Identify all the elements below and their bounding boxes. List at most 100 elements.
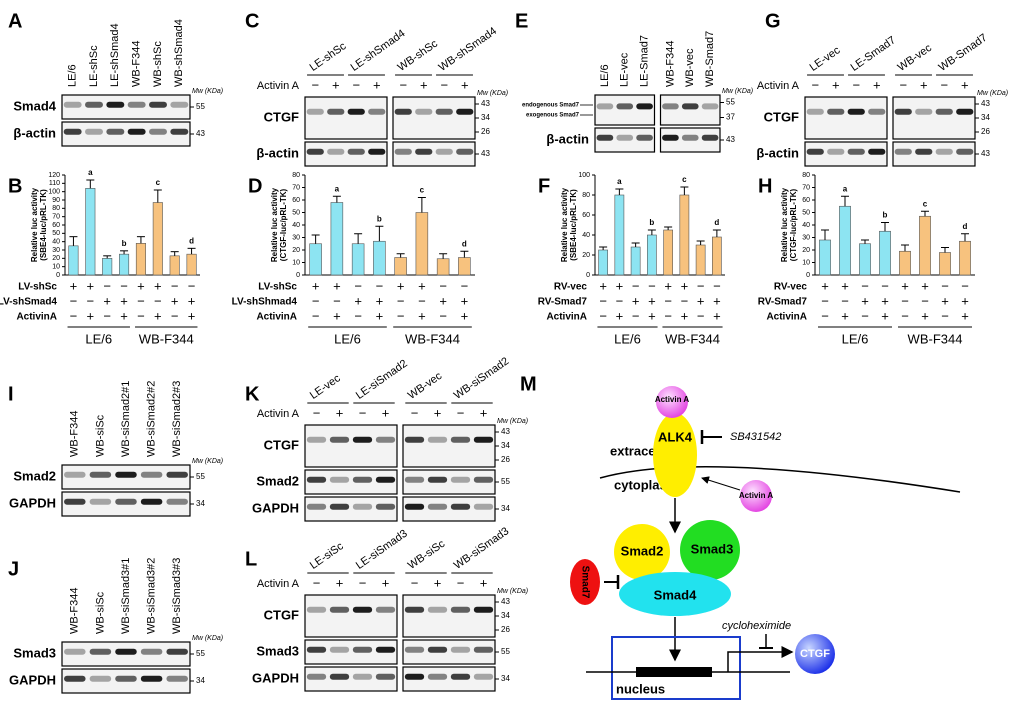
sign: − [861, 308, 869, 323]
sign: − [439, 308, 447, 323]
panel-letter: K [245, 383, 260, 405]
band [415, 148, 433, 155]
mw-value: 26 [501, 455, 510, 464]
y-tick-label: 40 [582, 232, 590, 239]
y-tick-label: 30 [292, 234, 300, 241]
sign: + [336, 405, 344, 420]
band [89, 648, 112, 655]
band [956, 108, 974, 115]
band [450, 503, 471, 510]
sign: − [352, 77, 360, 92]
band [868, 148, 886, 155]
band [306, 673, 327, 680]
blot [402, 594, 496, 638]
treatment-label: Activin A [257, 408, 300, 420]
label: Smad2 [621, 543, 664, 558]
sign: − [399, 77, 407, 92]
y-tick-label: 0 [296, 272, 300, 279]
sign: + [648, 293, 656, 308]
band [450, 476, 471, 483]
lane-label: WB-siSmad3#3 [171, 558, 183, 634]
sign: + [434, 575, 442, 590]
y-tick-label: 70 [292, 184, 300, 191]
lane-label: WB-siSmad2#1 [120, 381, 132, 457]
protein-label: Smad3 [256, 643, 299, 658]
sign: + [171, 293, 179, 308]
mw-value: 26 [481, 127, 490, 136]
bar [351, 243, 365, 276]
condition-label: LV-shShmad4 [232, 297, 298, 308]
sign: + [941, 293, 949, 308]
mw-value: 55 [726, 98, 735, 107]
band [329, 646, 350, 653]
sign: − [171, 308, 179, 323]
sign: − [359, 405, 367, 420]
sign: + [681, 308, 689, 323]
lane-label: WB-shSc [152, 41, 164, 87]
band [375, 646, 396, 653]
y-tick-label: 100 [578, 172, 590, 179]
group-label: LE/6 [842, 331, 869, 346]
band [115, 648, 137, 655]
sign: + [418, 278, 426, 293]
smad [619, 572, 731, 616]
mw-value: 34 [196, 499, 205, 508]
group-label: WB-Smad7 [937, 32, 990, 74]
sign: − [188, 278, 196, 293]
sign: − [713, 278, 721, 293]
blot [659, 94, 721, 126]
bar [135, 243, 146, 276]
band [306, 108, 324, 115]
group-label: LE/6 [334, 331, 361, 346]
sign: − [940, 77, 948, 92]
label: Smad4 [654, 587, 697, 602]
sign: − [881, 278, 889, 293]
sign: + [154, 278, 162, 293]
mw-value: 43 [501, 597, 510, 606]
band [127, 128, 146, 135]
band [64, 498, 86, 505]
sign: + [920, 77, 928, 92]
sign: + [188, 308, 196, 323]
band [106, 101, 125, 108]
sign: − [861, 278, 869, 293]
band-label: endogenous Smad7 [522, 103, 580, 109]
y-tick-label: 0 [586, 272, 590, 279]
sign: + [821, 278, 829, 293]
sign: − [461, 278, 469, 293]
bar [939, 252, 951, 276]
y-axis-label: Relative luc activity [30, 187, 39, 262]
blot [61, 121, 191, 147]
sign: + [713, 293, 721, 308]
sign: − [457, 405, 465, 420]
group-label: WB-siSmad3 [452, 525, 511, 572]
y-axis-label: Relative luc activity [270, 187, 279, 262]
bar [186, 253, 197, 276]
protein-label: CTGF [264, 607, 299, 622]
sign: − [599, 293, 607, 308]
group-label: LE-siSmad2 [354, 358, 410, 402]
sign: + [461, 77, 469, 92]
band [115, 675, 137, 682]
band [375, 606, 396, 613]
sign: + [87, 278, 95, 293]
sign: + [120, 293, 128, 308]
bar [373, 240, 386, 276]
band [404, 646, 425, 653]
bar [309, 243, 322, 276]
sign: − [70, 308, 78, 323]
band [427, 476, 448, 483]
sign: + [312, 278, 320, 293]
blot [804, 96, 888, 140]
band [166, 498, 188, 505]
mw-label: Mw (KDa) [722, 88, 753, 95]
protein-label: Smad2 [13, 468, 56, 483]
condition-label: LV-shSc [18, 282, 57, 293]
band [868, 108, 886, 115]
sign: − [70, 293, 78, 308]
band [347, 148, 365, 155]
group-label: WB-F344 [139, 331, 194, 346]
mw-label: Mw (KDa) [977, 90, 1008, 97]
band [616, 103, 634, 110]
